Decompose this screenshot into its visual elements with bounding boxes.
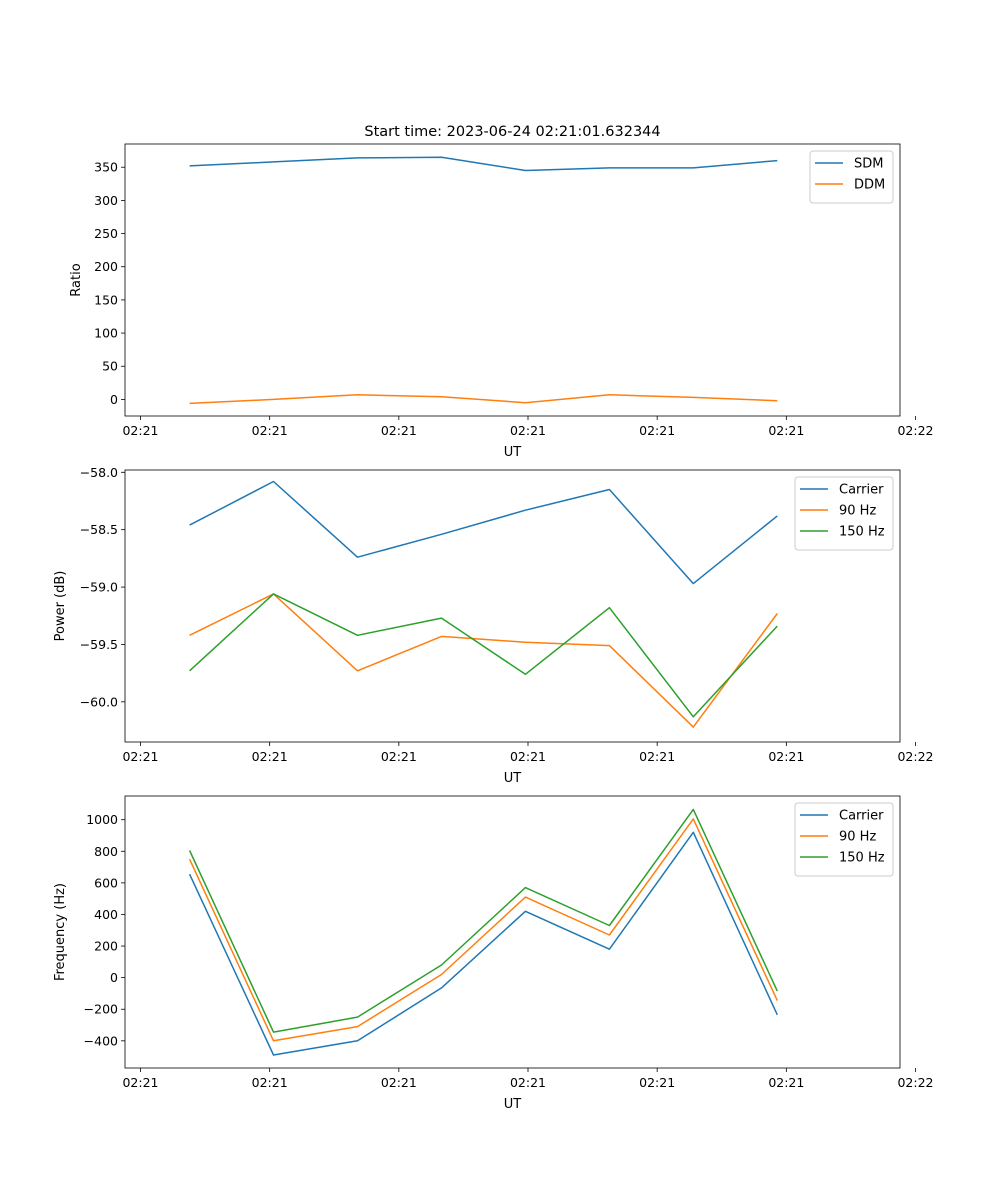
legend-label: DDM — [854, 178, 885, 193]
axes-frame — [124, 143, 901, 417]
legend-label: Carrier — [839, 483, 884, 498]
x-tick-label: 02:21 — [381, 1075, 417, 1090]
series-line-150-hz — [189, 593, 778, 718]
y-tick-label: −59.5 — [80, 637, 118, 652]
y-axis-label: Ratio — [69, 263, 84, 296]
x-tick-label: 02:21 — [510, 423, 546, 438]
y-tick-label: 200 — [94, 259, 118, 274]
series-line-sdm — [189, 156, 778, 172]
chart-panel-1: 02:21 02:21 02:21 02:21 02:21 02:21 02:22 0 50 10… — [69, 143, 934, 460]
axes-frame — [124, 795, 901, 1069]
legend-label: 150 Hz — [839, 525, 885, 540]
y-tick-label: 100 — [94, 326, 118, 341]
y-tick-label: −60.0 — [80, 694, 118, 709]
series-line-150-hz — [188, 808, 778, 1033]
legend: Carrier 90 Hz 150 Hz — [794, 476, 894, 551]
x-tick-label: 02:21 — [639, 749, 675, 764]
x-tick-label: 02:21 — [639, 1075, 675, 1090]
x-tick-label: 02:21 — [122, 423, 158, 438]
x-tick-label: 02:22 — [897, 1075, 933, 1090]
series-line-carrier — [189, 480, 778, 585]
series-line-90-hz — [189, 593, 778, 728]
x-axis-label: UT — [504, 1097, 522, 1112]
legend-frame — [809, 150, 894, 204]
legend: Carrier 90 Hz 150 Hz — [794, 802, 894, 877]
y-tick-label: 150 — [94, 292, 118, 307]
x-tick-label: 02:21 — [122, 1075, 158, 1090]
legend-label: SDM — [854, 157, 883, 172]
x-tick-label: 02:21 — [252, 423, 288, 438]
legend-label: 150 Hz — [839, 851, 885, 866]
series-line-ddm — [189, 394, 778, 405]
legend-label: Carrier — [839, 809, 884, 824]
figure-title: Start time: 2023-06-24 02:21:01.632344 — [364, 124, 660, 140]
y-tick-label: 0 — [110, 970, 118, 985]
y-tick-label: 800 — [94, 844, 118, 859]
y-tick-label: 200 — [94, 939, 118, 954]
y-axis-label: Power (dB) — [53, 571, 68, 642]
x-tick-label: 02:21 — [122, 749, 158, 764]
x-tick-label: 02:21 — [639, 423, 675, 438]
x-tick-label: 02:21 — [510, 1075, 546, 1090]
chart-panel-2: 02:21 02:21 02:21 02:21 02:21 02:21 02:22 −60.0… — [53, 465, 934, 786]
y-tick-label: 0 — [110, 392, 118, 407]
y-tick-label: 350 — [94, 160, 118, 175]
legend-label: 90 Hz — [839, 830, 876, 845]
series-line-carrier — [188, 831, 778, 1056]
x-tick-label: 02:22 — [897, 423, 933, 438]
y-tick-label: 600 — [94, 875, 118, 890]
y-tick-label: −58.5 — [80, 522, 118, 537]
x-axis-label: UT — [504, 445, 522, 460]
x-tick-label: 02:21 — [252, 1075, 288, 1090]
y-tick-label: 400 — [94, 907, 118, 922]
y-tick-label: −58.0 — [80, 465, 118, 480]
y-tick-label: 250 — [94, 226, 118, 241]
legend-label: 90 Hz — [839, 504, 876, 519]
y-tick-label: −200 — [84, 1002, 118, 1017]
x-tick-label: 02:21 — [768, 423, 804, 438]
legend: SDM DDM — [809, 150, 894, 204]
axes-frame — [124, 469, 901, 743]
y-tick-label: −400 — [84, 1033, 118, 1048]
y-tick-label: −59.0 — [80, 580, 118, 595]
chart-panels: 02:21 02:21 02:21 02:21 02:21 02:21 02:22 0 50 10… — [53, 143, 934, 1112]
x-tick-label: 02:21 — [768, 1075, 804, 1090]
y-tick-label: 1000 — [86, 812, 118, 827]
chart-panel-3: 02:21 02:21 02:21 02:21 02:21 02:21 02:22 −400 −… — [53, 795, 934, 1112]
series-line-90-hz — [188, 818, 778, 1042]
y-tick-label: 50 — [102, 359, 118, 374]
y-tick-label: 300 — [94, 193, 118, 208]
x-tick-label: 02:21 — [252, 749, 288, 764]
x-axis-label: UT — [504, 771, 522, 786]
x-tick-label: 02:21 — [381, 423, 417, 438]
x-tick-label: 02:21 — [768, 749, 804, 764]
x-tick-label: 02:21 — [510, 749, 546, 764]
x-tick-label: 02:22 — [897, 749, 933, 764]
x-tick-label: 02:21 — [381, 749, 417, 764]
y-axis-label: Frequency (Hz) — [53, 883, 68, 981]
